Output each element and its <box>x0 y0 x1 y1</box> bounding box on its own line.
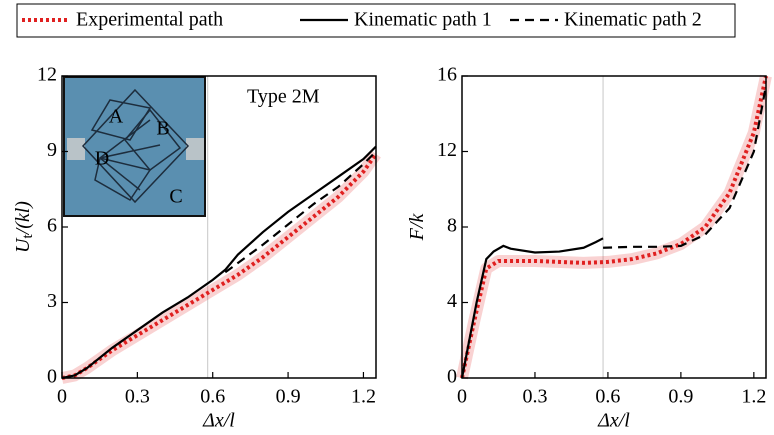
plot-frame <box>61 75 377 379</box>
y-axis-label-main: U <box>12 237 34 253</box>
x-axis-label: Δx/l <box>202 410 235 432</box>
annotation: Type 2M <box>247 86 320 108</box>
series-band <box>456 74 772 380</box>
x-tick-label: 0.6 <box>200 386 225 408</box>
y-axis-label: F/k <box>406 213 428 242</box>
x-tick-label: 0.3 <box>522 386 547 408</box>
inset-background <box>63 76 206 217</box>
x-tick-label: 0 <box>457 386 467 408</box>
series-line: Kinematic path 1 <box>460 237 604 379</box>
legend-label: Kinematic path 2 <box>564 9 702 31</box>
legend-box <box>16 3 736 38</box>
inset-label: D <box>95 148 109 170</box>
series-line: Kinematic path 1 <box>61 145 377 380</box>
y-tick-label: 12 <box>437 139 457 161</box>
y-axis-label-sub: t <box>20 234 36 239</box>
y-axis-label: Ut/(kl) <box>12 201 37 253</box>
y-tick-label: 4 <box>447 290 457 312</box>
y-axis-label-main: F/k <box>406 213 428 242</box>
x-tick-label: 0 <box>57 386 67 408</box>
inset-mechanism <box>81 88 190 204</box>
x-tick-label: 1.2 <box>741 386 766 408</box>
x-axis-label: Δx/l <box>597 410 630 432</box>
y-axis-label-rest: /(kl) <box>12 201 34 236</box>
plot-frame <box>461 75 767 379</box>
x-tick-label: 0.9 <box>276 386 301 408</box>
inset-clamp <box>67 138 85 160</box>
inset-label: A <box>109 106 124 128</box>
x-tick-label: 0.9 <box>668 386 693 408</box>
y-tick-label: 9 <box>47 139 57 161</box>
y-tick-label: 12 <box>37 64 57 86</box>
x-tick-label: 0.3 <box>125 386 150 408</box>
y-tick-label: 6 <box>47 215 57 237</box>
inset-clamp <box>186 138 204 160</box>
series-line: Kinematic path 2 <box>224 150 377 274</box>
series-line: Experimental path <box>460 75 768 379</box>
y-tick-label: 8 <box>447 215 457 237</box>
x-tick-label: 1.2 <box>351 386 376 408</box>
inset-label: C <box>169 186 182 208</box>
y-tick-label: 0 <box>47 366 57 388</box>
y-tick-label: 0 <box>447 366 457 388</box>
inset-photo: A B C D <box>63 76 206 217</box>
legend-label: Experimental path <box>76 9 223 31</box>
legend-label: Kinematic path 1 <box>354 9 492 31</box>
series-line: Kinematic path 2 <box>603 85 768 249</box>
y-tick-label: 3 <box>47 290 57 312</box>
y-tick-label: 16 <box>437 64 457 86</box>
x-tick-label: 0.6 <box>595 386 620 408</box>
inset-label: B <box>156 118 169 140</box>
